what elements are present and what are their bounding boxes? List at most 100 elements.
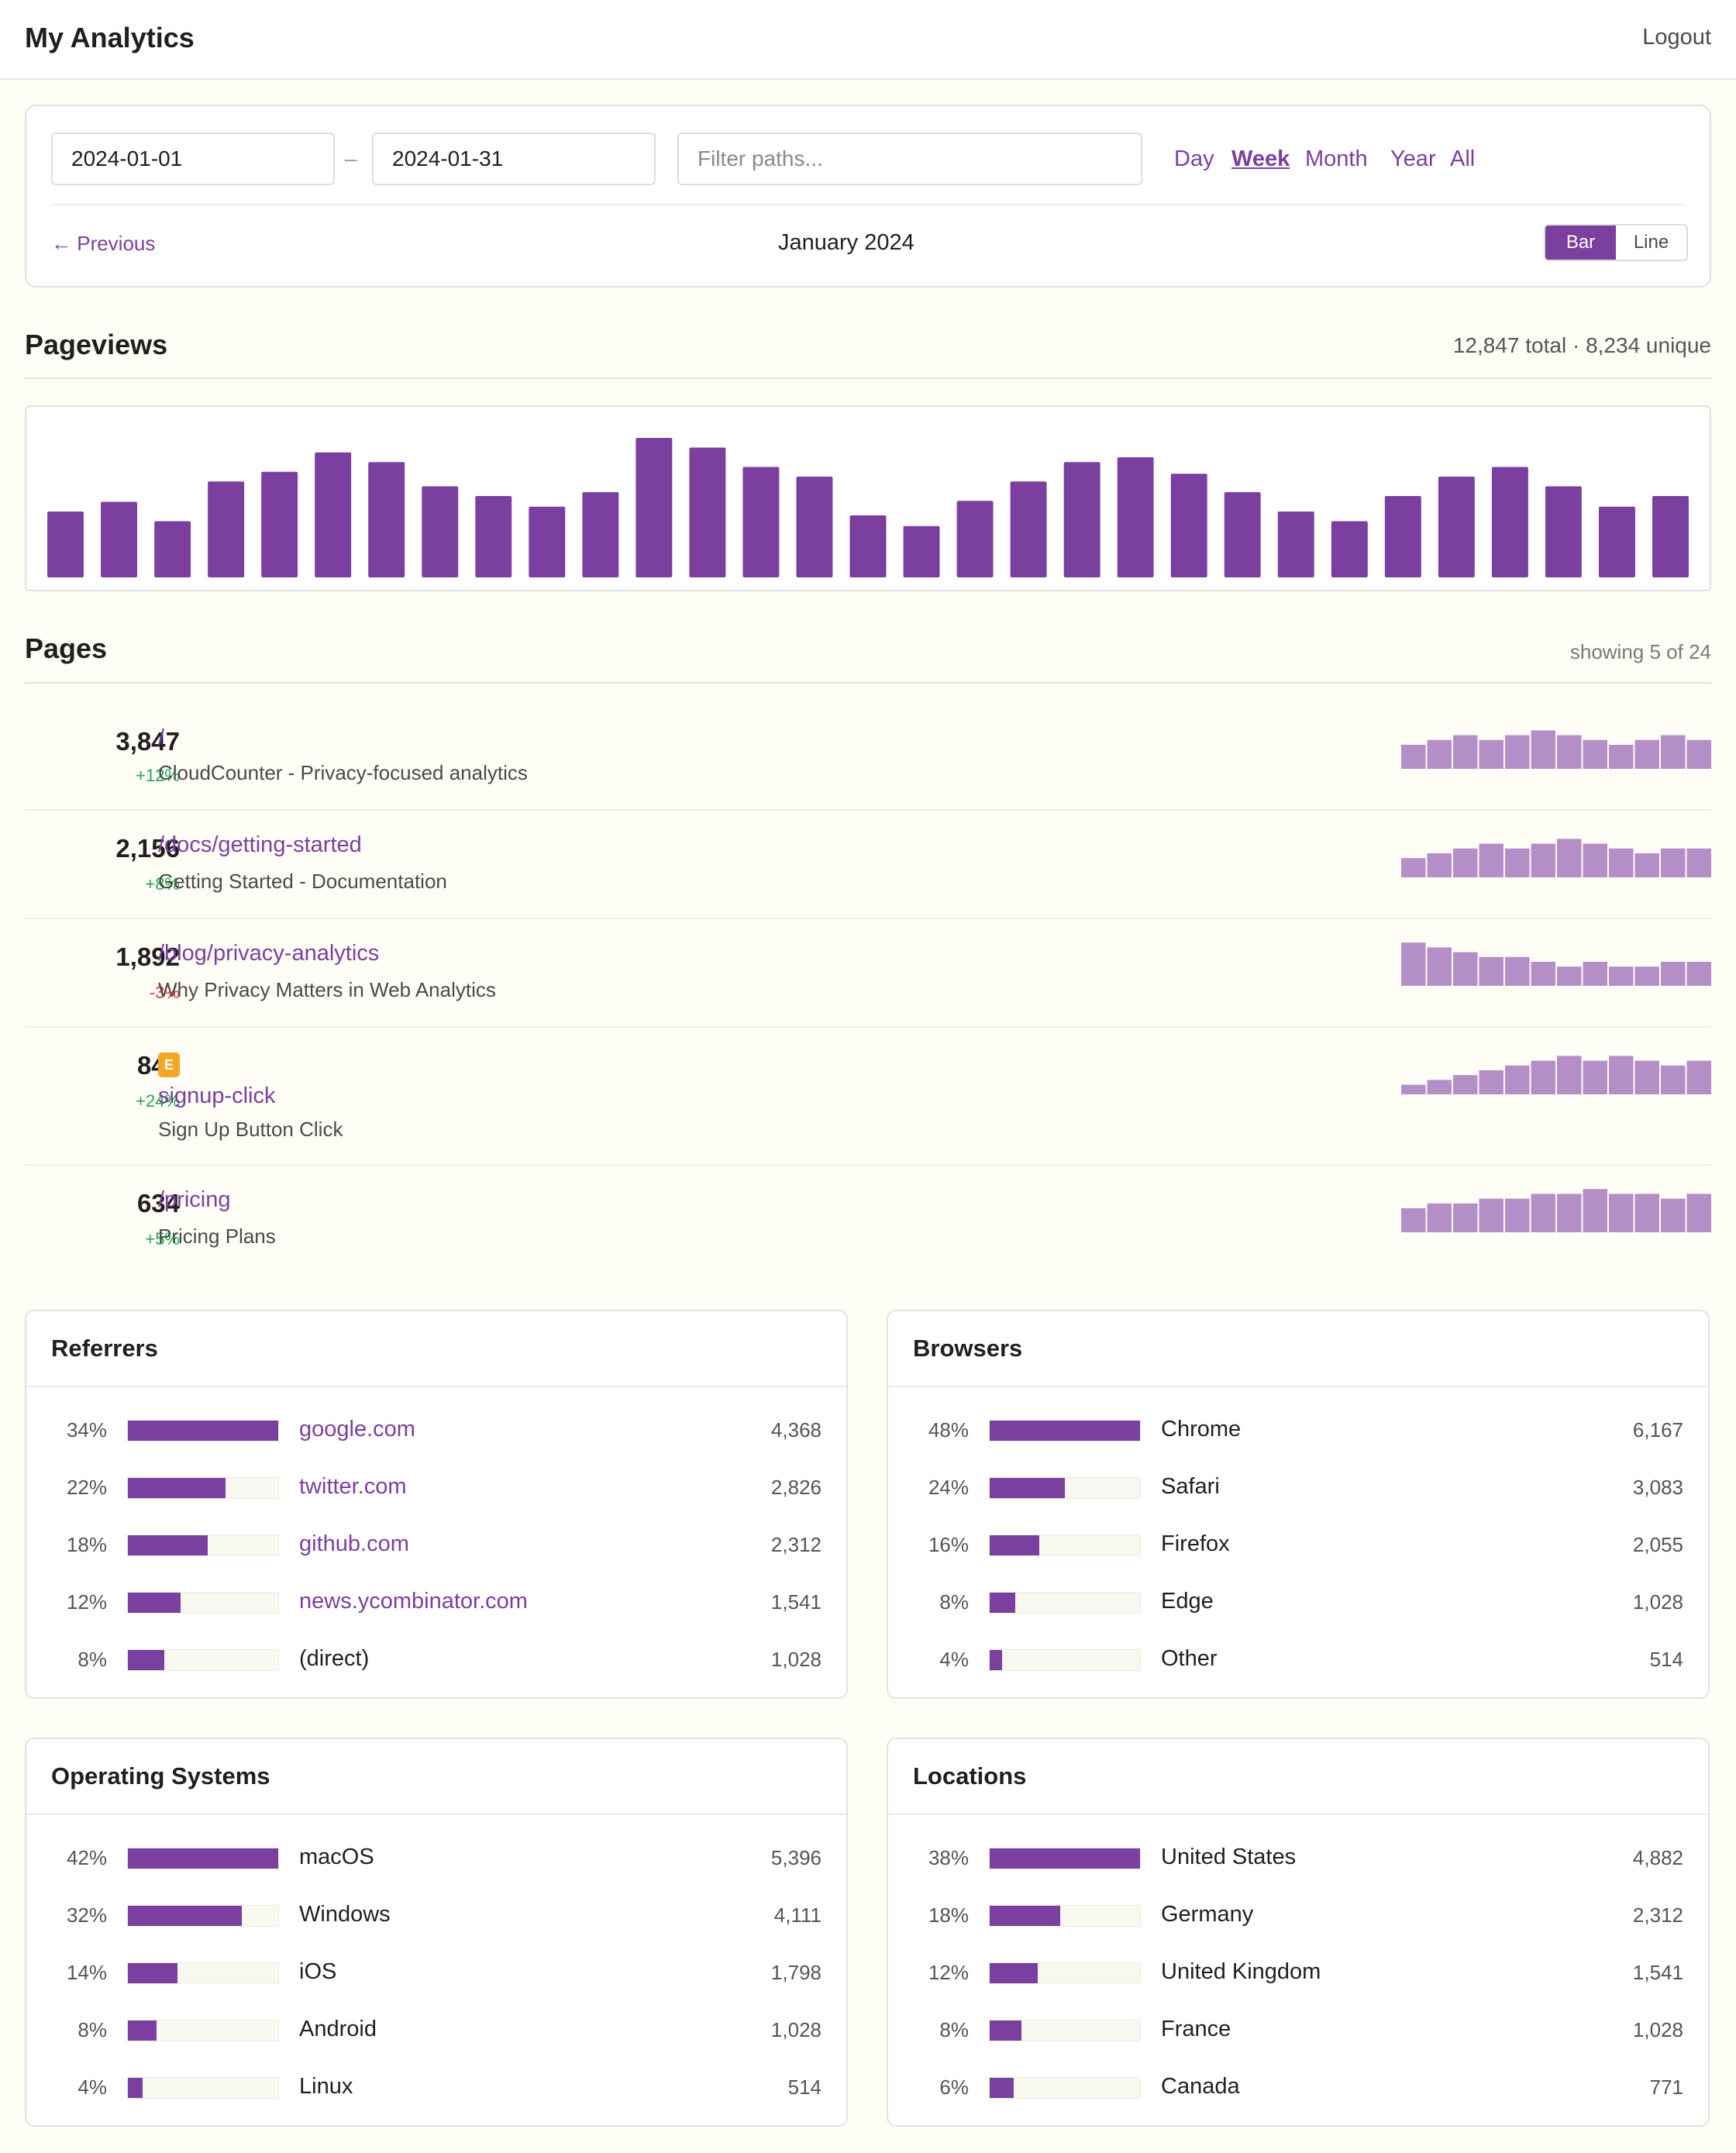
row-percent: 24% <box>928 1476 969 1499</box>
share-bar <box>127 2020 279 2041</box>
row-divider <box>25 1164 1711 1166</box>
pageviews-bar[interactable] <box>529 506 566 577</box>
page-path-link[interactable]: signup-click <box>158 1083 276 1108</box>
pageviews-bar[interactable] <box>689 447 726 578</box>
page-row[interactable]: 847 +24% E signup-click Sign Up Button C… <box>25 1028 1711 1166</box>
breakdown-row[interactable]: 12% news.ycombinator.com 1,541 <box>26 1587 846 1618</box>
chart-mode-bar[interactable]: Bar <box>1545 226 1616 260</box>
pageviews-bar[interactable] <box>1117 457 1154 577</box>
pageviews-bar[interactable] <box>636 438 673 577</box>
page-row[interactable]: 1,892 -3% /blog/privacy-analytics Why Pr… <box>25 919 1711 1028</box>
pageviews-bar[interactable] <box>208 481 245 577</box>
row-percent: 32% <box>66 1903 107 1927</box>
sparkline-bar <box>1453 1203 1478 1232</box>
pageviews-bar[interactable] <box>742 467 780 578</box>
breakdown-row: 8% Edge 1,028 <box>888 1587 1708 1618</box>
page-row[interactable]: 3,847 +12% / CloudCounter - Privacy-focu… <box>25 684 1711 811</box>
row-count: 1,028 <box>770 1648 822 1671</box>
row-name-link[interactable]: github.com <box>299 1531 409 1556</box>
referrers-card: Referrers 34% google.com 4,368 22% twitter.c… <box>25 1310 848 1699</box>
pageviews-bar[interactable] <box>582 492 619 577</box>
row-name-link[interactable]: news.ycombinator.com <box>299 1589 528 1614</box>
pageviews-bar[interactable] <box>261 471 298 577</box>
date-to-input[interactable] <box>372 133 656 185</box>
period-week[interactable]: Week <box>1231 146 1290 171</box>
pageviews-bar[interactable] <box>475 496 512 577</box>
card-title: Browsers <box>913 1335 1023 1362</box>
chart-mode-line[interactable]: Line <box>1616 226 1686 260</box>
sparkline-bar <box>1401 1208 1426 1232</box>
row-name-link[interactable]: google.com <box>299 1417 415 1442</box>
row-name: Safari <box>1161 1474 1220 1499</box>
period-month[interactable]: Month <box>1305 146 1368 171</box>
share-bar <box>127 1592 279 1614</box>
sparkline-bar <box>1634 1194 1659 1232</box>
sparkline-bar <box>1479 739 1504 769</box>
row-count: 2,826 <box>770 1476 822 1499</box>
sparkline-bar <box>1661 735 1686 769</box>
pageviews-title: Pageviews <box>25 329 168 360</box>
pageviews-bar[interactable] <box>422 486 459 578</box>
breakdown-row: 16% Firefox 2,055 <box>888 1530 1708 1561</box>
page-path-link[interactable]: /blog/privacy-analytics <box>158 941 380 966</box>
sparkline-bar <box>1686 1194 1711 1232</box>
share-bar <box>989 2020 1141 2041</box>
sparkline-bar <box>1427 947 1452 986</box>
row-count: 4,368 <box>770 1418 822 1442</box>
page-row[interactable]: 634 +5% /pricing Pricing Plans <box>25 1166 1711 1274</box>
row-count: 514 <box>787 2075 822 2099</box>
breakdown-row[interactable]: 18% github.com 2,312 <box>26 1530 846 1561</box>
pageviews-bar[interactable] <box>1438 477 1475 577</box>
share-bar-fill <box>990 2020 1021 2041</box>
breakdown-row[interactable]: 22% twitter.com 2,826 <box>26 1473 846 1504</box>
pageviews-bar[interactable] <box>903 525 940 577</box>
pageviews-bar[interactable] <box>1331 521 1368 578</box>
page-row[interactable]: 2,156 +8% /docs/getting-started Getting … <box>25 811 1711 919</box>
pageviews-bar[interactable] <box>1277 512 1314 577</box>
period-all[interactable]: All <box>1450 146 1476 171</box>
breakdown-row[interactable]: 34% google.com 4,368 <box>26 1415 846 1446</box>
filter-paths-input[interactable] <box>677 133 1142 185</box>
pageviews-bar[interactable] <box>1170 474 1207 577</box>
pageviews-bar[interactable] <box>1384 496 1421 577</box>
pageviews-bar[interactable] <box>47 512 84 577</box>
previous-link[interactable]: ← Previous <box>51 232 156 255</box>
pageviews-bar[interactable] <box>1491 467 1528 578</box>
row-name-link[interactable]: twitter.com <box>299 1474 407 1499</box>
pageviews-bar[interactable] <box>315 452 352 577</box>
page-count: 634 <box>136 1189 180 1218</box>
sparkline-bar <box>1686 848 1711 877</box>
sparkline-bar <box>1661 848 1686 877</box>
logout-link[interactable]: Logout <box>1642 25 1711 50</box>
period-day[interactable]: Day <box>1174 146 1214 171</box>
sparkline-bar <box>1427 1080 1452 1094</box>
pageviews-bar[interactable] <box>1224 492 1261 577</box>
share-bar <box>127 2077 279 2099</box>
row-percent: 18% <box>66 1533 107 1556</box>
row-percent: 4% <box>78 2075 107 2099</box>
breakdown-row: 8% France 1,028 <box>888 2015 1708 2046</box>
pageviews-bar[interactable] <box>154 521 191 578</box>
pageviews-bar[interactable] <box>849 515 887 577</box>
sparkline-bar <box>1479 843 1504 877</box>
share-bar-fill <box>990 1593 1015 1613</box>
page-sparkline <box>1401 1189 1711 1232</box>
pageviews-bar[interactable] <box>1598 506 1635 577</box>
page-path-link[interactable]: / <box>158 725 165 750</box>
sparkline-bar <box>1531 730 1555 769</box>
period-year[interactable]: Year <box>1390 146 1436 171</box>
page-path-link[interactable]: /docs/getting-started <box>158 832 362 857</box>
card-divider <box>26 1814 846 1815</box>
pageviews-bar[interactable] <box>1652 496 1689 577</box>
pageviews-bar[interactable] <box>101 501 138 578</box>
pageviews-bar[interactable] <box>1010 481 1047 577</box>
date-from-input[interactable] <box>51 133 335 185</box>
pageviews-bar[interactable] <box>368 462 405 577</box>
page-count: 3,847 <box>115 727 180 756</box>
row-percent: 8% <box>939 2018 969 2041</box>
pageviews-bar[interactable] <box>1545 486 1582 578</box>
pageviews-bar[interactable] <box>1063 462 1100 577</box>
pageviews-bar[interactable] <box>956 501 994 577</box>
pageviews-bar[interactable] <box>796 477 833 577</box>
page-path-link[interactable]: /pricing <box>158 1187 231 1212</box>
